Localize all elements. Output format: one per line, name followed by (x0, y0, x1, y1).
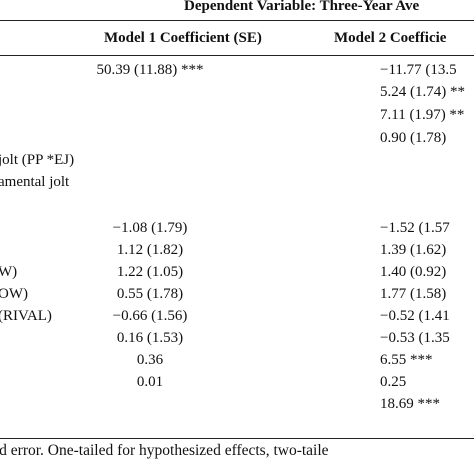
model-2-cell: 0.25 (380, 374, 407, 390)
table-row: 18.69 *** (0, 396, 474, 416)
row-label: jolt (PP *EJ) (0, 152, 75, 168)
model-2-cell: 7.11 (1.97) ** (380, 107, 465, 123)
model-1-cell: 1.22 (1.05) (116, 264, 184, 280)
top-rule (0, 20, 474, 21)
table-row: 50.39 (11.88) *** −11.77 (13.5 (0, 62, 474, 82)
row-label: (RIVAL) (0, 308, 52, 324)
model-2-cell: −1.52 (1.57 (380, 220, 450, 236)
model-2-cell: 18.69 *** (380, 396, 440, 412)
table-row: 5.24 (1.74) ** (0, 84, 474, 104)
table-row: (RIVAL) −0.66 (1.56) −0.52 (1.41 (0, 308, 474, 328)
table-row: −1.08 (1.79) −1.52 (1.57 (0, 220, 474, 240)
table-row: jolt (PP *EJ) (0, 152, 474, 172)
row-label: W) (0, 264, 18, 280)
table-row: 0.36 6.55 *** (0, 352, 474, 372)
table-row: 0.16 (1.53) −0.53 (1.35 (0, 330, 474, 350)
model-2-cell: 0.90 (1.78) (380, 130, 447, 146)
model-1-cell: 0.55 (1.78) (116, 286, 184, 302)
model-2-cell: −0.53 (1.35 (380, 330, 450, 346)
model-2-cell: 6.55 *** (380, 352, 433, 368)
table-row: W) 1.22 (1.05) 1.40 (0.92) (0, 264, 474, 284)
model-1-cell: 0.16 (1.53) (116, 330, 184, 346)
table-dependent-variable-header: Dependent Variable: Three-Year Ave (184, 0, 420, 14)
column-header-model-2: Model 2 Coefficie (334, 30, 447, 46)
model-1-cell: 0.36 (136, 352, 164, 368)
table-row: 7.11 (1.97) ** (0, 107, 474, 127)
model-1-cell: 1.12 (1.82) (116, 242, 184, 258)
table-row: 0.01 0.25 (0, 374, 474, 394)
model-1-cell: −0.66 (1.56) (112, 308, 188, 324)
table-footnote: rd error. One-tailed for hypothesized ef… (0, 442, 329, 459)
table-row: 1.12 (1.82) 1.39 (1.62) (0, 242, 474, 262)
model-2-cell: −11.77 (13.5 (380, 62, 457, 78)
row-label: OW) (0, 286, 28, 302)
model-2-cell: 1.77 (1.58) (380, 286, 447, 302)
table-row: 0.90 (1.78) (0, 130, 474, 150)
header-rule (0, 55, 474, 56)
model-1-cell: −1.08 (1.79) (112, 220, 188, 236)
column-header-model-1: Model 1 Coefficient (SE) (104, 30, 262, 46)
model-2-cell: 1.39 (1.62) (380, 242, 447, 258)
table-row: OW) 0.55 (1.78) 1.77 (1.58) (0, 286, 474, 306)
model-1-cell: 0.01 (136, 374, 164, 390)
model-1-cell: 50.39 (11.88) *** (96, 62, 204, 78)
model-2-cell: 1.40 (0.92) (380, 264, 447, 280)
table-row: amental jolt (0, 174, 474, 194)
model-2-cell: −0.52 (1.41 (380, 308, 450, 324)
bottom-rule (0, 438, 474, 439)
row-label: amental jolt (0, 174, 70, 190)
model-2-cell: 5.24 (1.74) ** (380, 84, 465, 100)
